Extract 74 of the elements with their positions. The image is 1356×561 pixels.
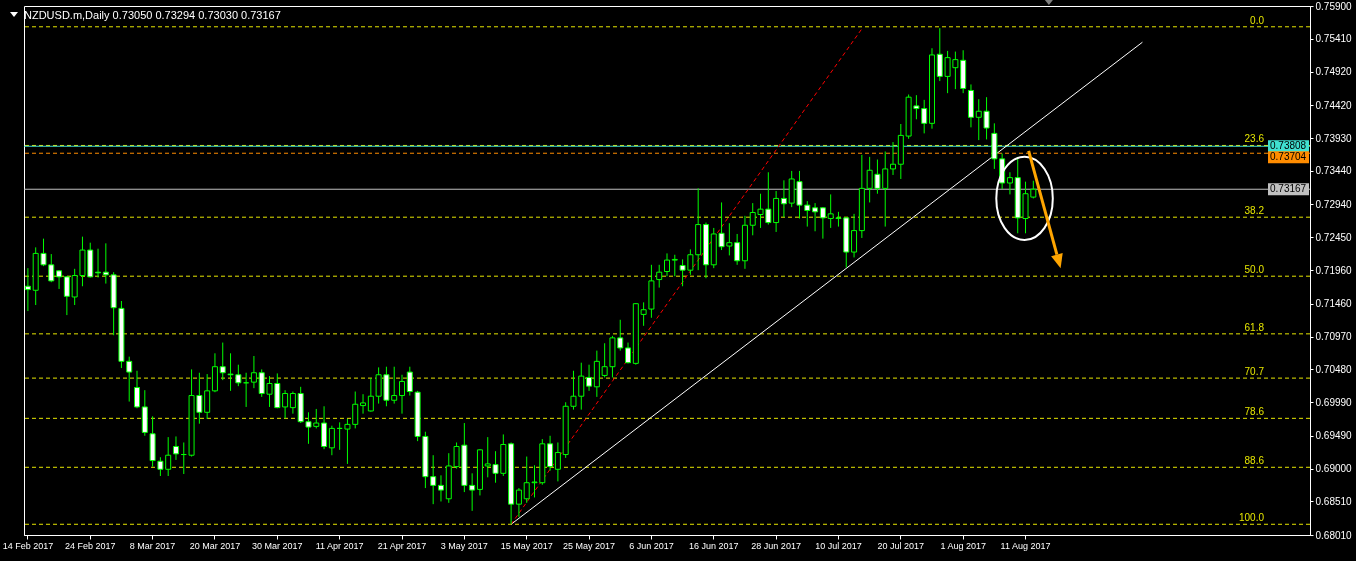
candlestick [321,405,328,450]
x-tick-label: 1 Aug 2017 [940,540,986,551]
y-tick-label: 0.73440 [1315,165,1353,177]
x-tick-label: 8 Mar 2017 [129,540,176,551]
candlestick [554,441,561,482]
ref-line-label: 0.73167 [1270,183,1307,195]
candlestick [812,202,819,232]
annotation: 38.2 [1244,205,1265,217]
candlestick [656,264,663,289]
annotation: 70.7 [1244,366,1265,378]
annotation: 0.0 [1250,14,1265,26]
x-tick-label: 20 Mar 2017 [189,540,241,551]
y-tick-label: 0.74420 [1315,99,1353,111]
candlestick [664,252,670,277]
y-tick-label: 0.72450 [1315,231,1353,243]
candlestick [172,435,179,461]
x-tick-label: 30 Mar 2017 [252,540,303,551]
annotation: 61.8 [1244,321,1265,333]
y-tick-label: 0.75410 [1315,33,1353,45]
ref-line-label: 0.73808 [1270,140,1307,152]
y-tick-label: 0.70970 [1315,331,1353,343]
annotation: 78.6 [1244,406,1265,418]
y-tick-label: 0.71460 [1315,298,1353,310]
candlestick [890,141,897,176]
y-tick-label: 0.69490 [1315,430,1353,442]
candlestick [515,487,522,518]
candlestick [399,374,406,415]
candlestick [56,269,63,290]
candlestick [1006,171,1013,195]
x-tick-label: 16 Jun 2017 [688,540,739,551]
y-tick-label: 0.70480 [1315,363,1353,375]
x-tick-label: 3 May 2017 [440,540,488,551]
y-tick-label: 0.68010 [1315,529,1353,541]
candlestick [406,366,413,397]
x-tick-label: 20 Jul 2017 [877,540,925,551]
candlestick [437,474,444,502]
candlestick [547,435,554,472]
candlestick [134,370,141,409]
candlestick [586,364,593,392]
ref-line-label: 0.73704 [1270,151,1307,163]
x-tick-label: 6 Jun 2017 [629,540,674,551]
y-tick-label: 0.75900 [1315,0,1353,12]
x-tick-label: 10 Jul 2017 [815,540,862,551]
x-tick-label: 11 Aug 2017 [1000,540,1051,551]
candlestick [219,342,226,381]
candlestick [289,391,296,415]
candlestick [360,393,367,415]
candlestick [63,275,70,316]
candlestick [328,425,335,456]
y-tick-label: 0.69990 [1315,396,1353,408]
annotation: 50.0 [1244,264,1265,276]
chart-title: NZDUSD.m,Daily 0.73050 0.73294 0.73030 0.73167 [24,9,281,21]
x-tick-label: 21 Apr 2017 [377,540,427,551]
y-tick-label: 0.73930 [1315,132,1353,144]
annotation: 88.6 [1244,455,1265,467]
candlestick [282,389,289,419]
x-tick-label: 15 May 2017 [500,540,553,551]
x-tick-label: 24 Feb 2017 [64,540,116,551]
y-tick-label: 0.69000 [1315,463,1353,475]
x-tick-label: 11 Apr 2017 [315,540,364,551]
x-tick-label: 28 Jun 2017 [751,540,801,551]
candlestick [250,355,257,389]
y-tick-label: 0.71960 [1315,264,1353,276]
y-tick-label: 0.72940 [1315,198,1353,210]
candlestick [671,254,678,277]
x-tick-label: 25 May 2017 [563,540,616,551]
y-tick-label: 0.74920 [1315,66,1353,78]
annotation: 23.6 [1244,133,1265,145]
y-tick-label: 0.68510 [1315,495,1353,507]
annotation: 100.0 [1238,512,1265,524]
candlestick [819,206,826,240]
candlestick [851,213,858,258]
x-tick-label: 14 Feb 2017 [2,540,54,551]
candlestick [780,179,787,218]
